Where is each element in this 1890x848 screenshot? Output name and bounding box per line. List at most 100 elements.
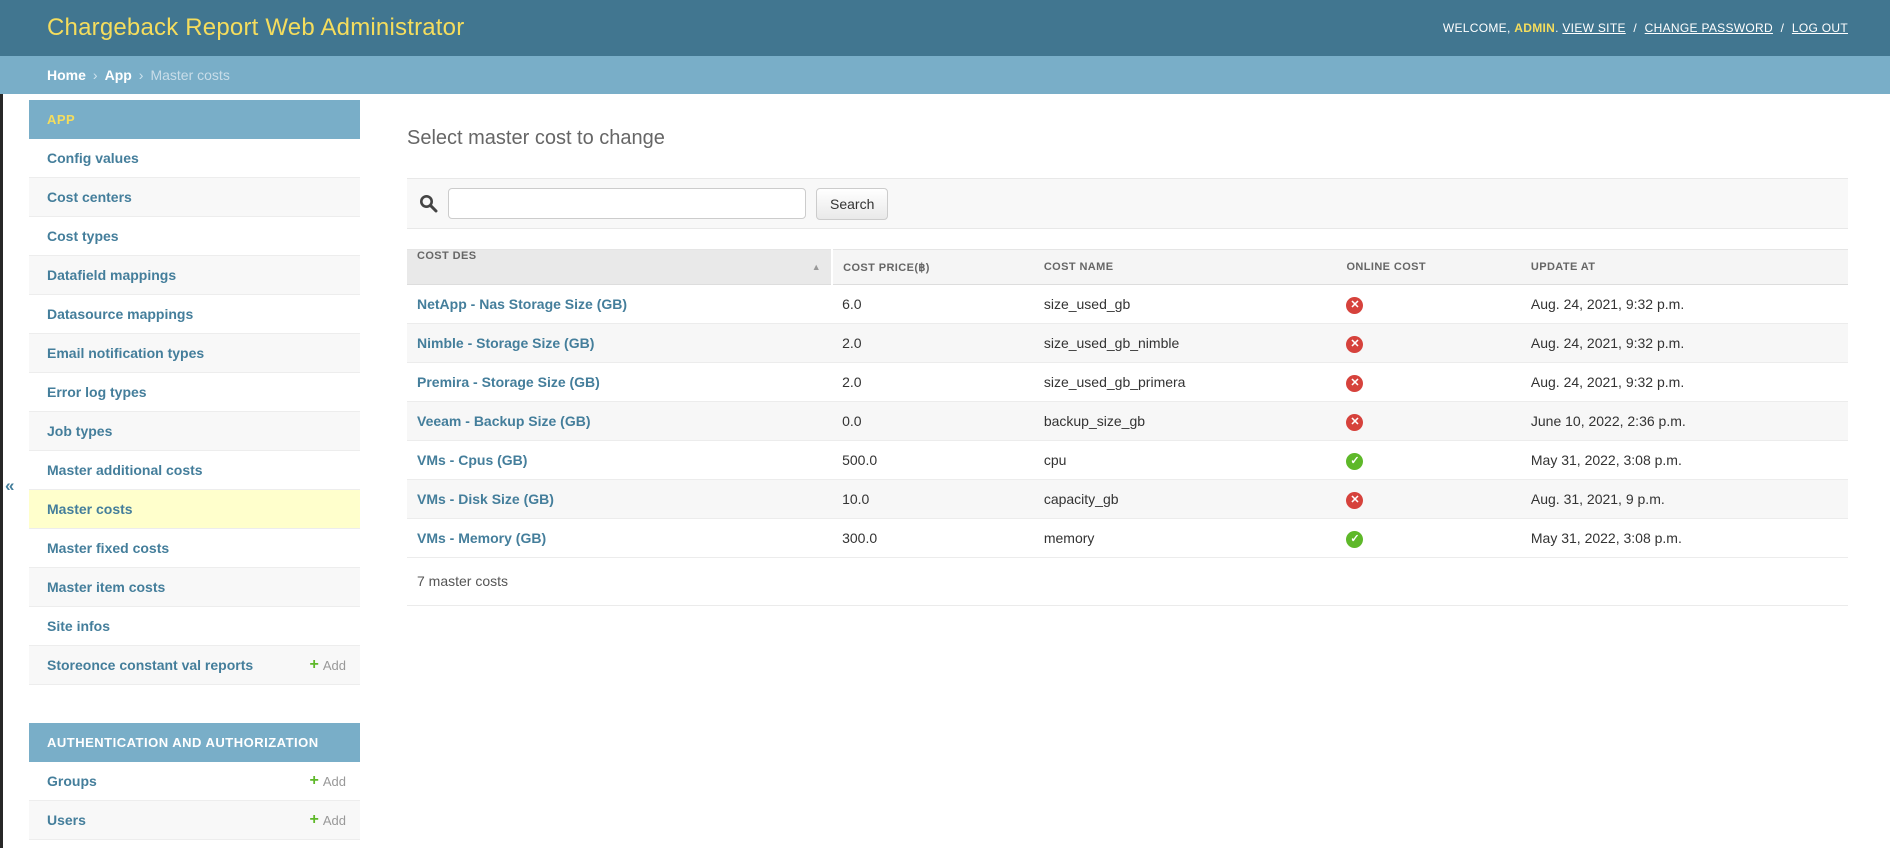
change-password-link[interactable]: CHANGE PASSWORD (1644, 21, 1773, 35)
cost-name-cell: memory (1033, 518, 1337, 558)
master-cost-link[interactable]: NetApp - Nas Storage Size (GB) (417, 296, 628, 312)
online-cost-true-icon: ✓ (1346, 452, 1364, 470)
sidebar-item-label[interactable]: Users (47, 812, 86, 828)
app-header: Chargeback Report Web Administrator WELC… (0, 0, 1890, 56)
sidebar-item-email-notification-types[interactable]: Email notification types (29, 334, 360, 373)
sidebar-add-link[interactable]: + Add (310, 812, 346, 828)
column-header-cost-des[interactable]: COST DES ▲ (407, 249, 834, 285)
table-row: Nimble - Storage Size (GB) 2.0 size_used_g… (407, 323, 1848, 363)
sidebar-add-link[interactable]: + Add (310, 773, 346, 789)
sidebar-item-datafield-mappings[interactable]: Datafield mappings (29, 256, 360, 295)
breadcrumb-app[interactable]: App (104, 67, 132, 83)
sidebar: APP Config values Cost centers Cost types Da… (29, 100, 360, 840)
sidebar-item-label[interactable]: Site infos (47, 618, 111, 634)
search-input[interactable] (448, 188, 806, 219)
column-header-cost-price[interactable]: COST PRICE(฿) (832, 249, 1034, 285)
table-row: Premira - Storage Size (GB) 2.0 size_used_… (407, 362, 1848, 402)
plus-icon: + (309, 772, 319, 789)
master-cost-link[interactable]: Nimble - Storage Size (GB) (417, 335, 595, 351)
online-cost-cell: ✕ (1336, 401, 1521, 441)
sidebar-item-datasource-mappings[interactable]: Datasource mappings (29, 295, 360, 334)
sidebar-item-groups[interactable]: Groups + Add (29, 762, 360, 801)
table-row: VMs - Cpus (GB) 500.0 cpu ✓ May 31, 2022, 3:… (407, 440, 1848, 480)
sidebar-item-label[interactable]: Cost centers (47, 189, 132, 205)
master-cost-link[interactable]: Veeam - Backup Size (GB) (417, 413, 591, 429)
sidebar-item-cost-centers[interactable]: Cost centers (29, 178, 360, 217)
table-row: NetApp - Nas Storage Size (GB) 6.0 size_us… (407, 284, 1848, 324)
table-header: COST DES ▲ COST PRICE(฿) COST NAME ONLINE CO… (407, 249, 1848, 285)
cost-des-cell: Nimble - Storage Size (GB) (407, 323, 833, 363)
cost-price-cell: 0.0 (832, 401, 1034, 441)
sidebar-item-master-item-costs[interactable]: Master item costs (29, 568, 360, 607)
cost-name-cell: size_used_gb_nimble (1033, 323, 1337, 363)
sidebar-item-label[interactable]: Storeonce constant val reports (47, 657, 254, 673)
breadcrumb: Home › App › Master costs (0, 56, 1890, 94)
online-cost-cell: ✕ (1336, 479, 1521, 519)
column-header-online-cost[interactable]: ONLINE COST (1336, 249, 1521, 285)
search-button[interactable]: Search (816, 187, 889, 220)
sidebar-item-cost-types[interactable]: Cost types (29, 217, 360, 256)
sidebar-item-error-log-types[interactable]: Error log types (29, 373, 360, 412)
table-body: NetApp - Nas Storage Size (GB) 6.0 size_us… (407, 284, 1848, 558)
sidebar-item-label[interactable]: Cost types (47, 228, 119, 244)
sidebar-item-label[interactable]: Master costs (47, 501, 133, 517)
online-cost-false-icon: ✕ (1346, 413, 1364, 431)
sidebar-item-label[interactable]: Master item costs (47, 579, 166, 595)
sidebar-item-label[interactable]: Datasource mappings (47, 306, 194, 322)
sidebar-item-config-values[interactable]: Config values (29, 139, 360, 178)
cost-name-cell: backup_size_gb (1033, 401, 1337, 441)
sidebar-item-label[interactable]: Job types (47, 423, 113, 439)
update-at-cell: Aug. 24, 2021, 9:32 p.m. (1520, 284, 1848, 324)
cost-price-cell: 2.0 (832, 323, 1034, 363)
cost-des-cell: VMs - Cpus (GB) (407, 440, 833, 480)
sidebar-item-users[interactable]: Users + Add (29, 801, 360, 840)
welcome-text: WELCOME, (1442, 21, 1511, 35)
search-toolbar: Search (407, 178, 1848, 229)
sidebar-collapse-toggle-icon[interactable]: « (5, 476, 15, 495)
sidebar-item-master-fixed-costs[interactable]: Master fixed costs (29, 529, 360, 568)
view-site-link[interactable]: VIEW SITE (1562, 21, 1626, 35)
sidebar-item-label[interactable]: Master additional costs (47, 462, 203, 478)
sidebar-item-label[interactable]: Error log types (47, 384, 147, 400)
sidebar-section-title-app[interactable]: APP (29, 100, 360, 139)
sidebar-item-storeonce-constant-val-reports[interactable]: Storeonce constant val reports + Add (29, 646, 360, 685)
sidebar-add-link[interactable]: + Add (310, 657, 346, 673)
sort-ascending-icon[interactable]: ▲ (811, 262, 822, 272)
master-cost-link[interactable]: Premira - Storage Size (GB) (417, 374, 600, 390)
logout-link[interactable]: LOG OUT (1791, 21, 1848, 35)
cost-des-cell: Veeam - Backup Size (GB) (407, 401, 833, 441)
main-content: Select master cost to change Search COST… (407, 94, 1848, 606)
sidebar-item-label[interactable]: Groups (47, 773, 97, 789)
cost-price-cell: 6.0 (832, 284, 1034, 324)
master-cost-link[interactable]: VMs - Memory (GB) (417, 530, 547, 546)
breadcrumb-home[interactable]: Home (47, 67, 86, 83)
update-at-cell: May 31, 2022, 3:08 p.m. (1520, 440, 1848, 480)
online-cost-cell: ✕ (1336, 284, 1521, 324)
column-header-update-at[interactable]: UPDATE AT (1520, 249, 1848, 285)
sidebar-item-label[interactable]: Master fixed costs (47, 540, 170, 556)
sidebar-item-label[interactable]: Config values (47, 150, 139, 166)
sidebar-section-title-authentication-and-authorization[interactable]: AUTHENTICATION AND AUTHORIZATION (29, 723, 360, 762)
site-title[interactable]: Chargeback Report Web Administrator (47, 14, 465, 41)
update-at-cell: May 31, 2022, 3:08 p.m. (1520, 518, 1848, 558)
sidebar-item-master-costs[interactable]: Master costs (29, 490, 360, 529)
sidebar-item-site-infos[interactable]: Site infos (29, 607, 360, 646)
cost-des-cell: Premira - Storage Size (GB) (407, 362, 833, 402)
cost-name-cell: size_used_gb (1033, 284, 1337, 324)
user-tools: WELCOME, ADMIN. VIEW SITE / CHANGE PASSW… (1443, 21, 1848, 35)
add-label: Add (322, 657, 346, 673)
add-label: Add (322, 812, 346, 828)
column-header-cost-name[interactable]: COST NAME (1033, 249, 1337, 285)
master-cost-link[interactable]: VMs - Cpus (GB) (417, 452, 528, 468)
plus-icon: + (309, 811, 319, 828)
sidebar-item-label[interactable]: Email notification types (47, 345, 205, 361)
online-cost-cell: ✕ (1336, 362, 1521, 402)
sidebar-item-master-additional-costs[interactable]: Master additional costs (29, 451, 360, 490)
update-at-cell: Aug. 24, 2021, 9:32 p.m. (1520, 323, 1848, 363)
master-cost-link[interactable]: VMs - Disk Size (GB) (417, 491, 554, 507)
result-count: 7 master costs (407, 558, 1848, 606)
table-row: VMs - Disk Size (GB) 10.0 capacity_gb ✕ Aug.… (407, 479, 1848, 519)
sidebar-item-label[interactable]: Datafield mappings (47, 267, 177, 283)
sidebar-item-job-types[interactable]: Job types (29, 412, 360, 451)
